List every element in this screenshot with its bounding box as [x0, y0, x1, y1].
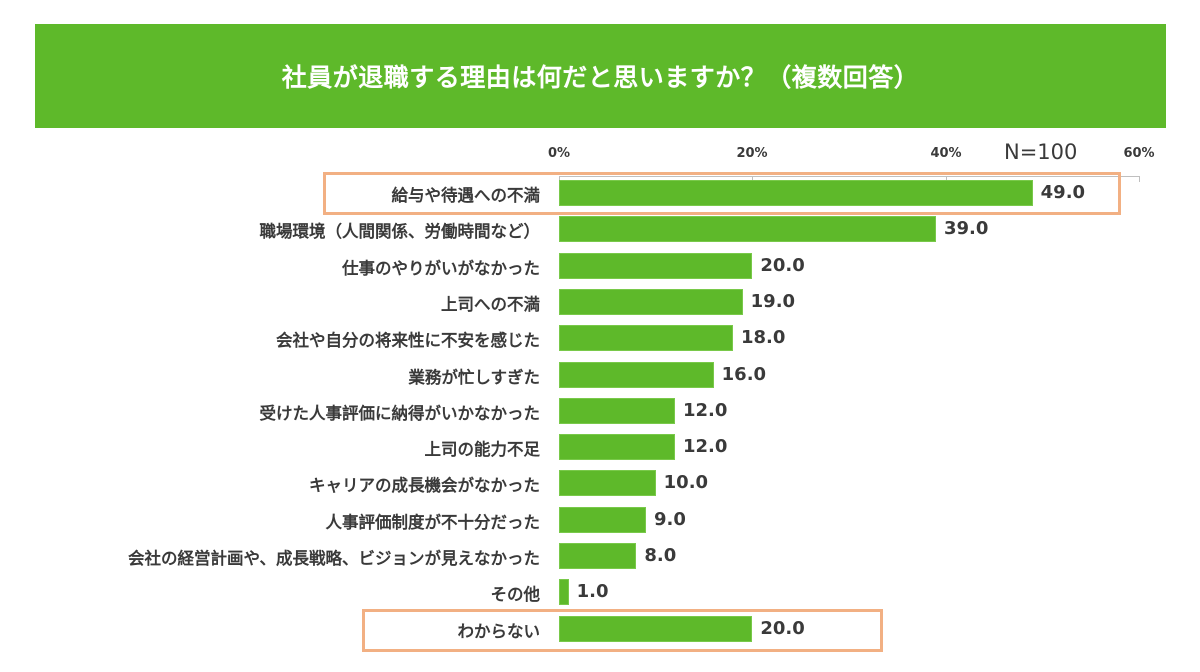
- category-label: 仕事のやりがいがなかった: [342, 258, 540, 278]
- category-label: 受けた人事評価に納得がいかなかった: [259, 403, 541, 423]
- category-label: 上司への不満: [441, 294, 540, 314]
- value-label: 18.0: [741, 327, 786, 349]
- bar: [559, 579, 569, 606]
- value-label: 49.0: [1040, 182, 1086, 203]
- bar: [559, 397, 675, 424]
- value-label: 20.0: [760, 617, 805, 639]
- category-label: 上司の能力不足: [424, 440, 541, 460]
- category-label: 会社や自分の将来性に不安を感じた: [276, 331, 540, 351]
- x-axis-line: [559, 176, 1139, 177]
- x-tick-mark: [559, 176, 560, 182]
- value-label: 1.0: [576, 581, 609, 603]
- bar: [559, 216, 936, 243]
- bar-row: 人事評価制度が不十分だった 9.0: [0, 504, 1200, 540]
- x-tick-mark: [752, 176, 753, 182]
- category-label: 業務が忙しすぎた: [408, 367, 540, 387]
- bar: [559, 288, 743, 315]
- bar-row: 会社や自分の将来性に不安を感じた 18.0: [0, 322, 1200, 358]
- value-label: 16.0: [721, 363, 767, 385]
- value-label: 12.0: [683, 436, 728, 458]
- highlight-box-bottom: [362, 609, 883, 652]
- x-tick-20: 20%: [736, 146, 768, 161]
- title-banner: 社員が退職する理由は何だと思いますか？（複数回答）: [35, 24, 1166, 128]
- category-label: キャリアの成長機会がなかった: [309, 476, 540, 496]
- bar-row: 業務が忙しすぎた 16.0: [0, 359, 1200, 395]
- bar-row: 仕事のやりがいがなかった 20.0: [0, 250, 1200, 286]
- x-tick-mark: [1139, 176, 1140, 182]
- bar: [559, 325, 733, 352]
- chart-title: 社員が退職する理由は何だと思いますか？（複数回答）: [281, 63, 920, 92]
- value-label: 39.0: [944, 218, 989, 240]
- bar: [559, 543, 637, 569]
- bar-row: キャリアの成長機会がなかった 10.0: [0, 467, 1200, 503]
- x-tick-40: 40%: [930, 146, 962, 161]
- bar: [559, 180, 1033, 206]
- bar: [559, 615, 753, 642]
- bar: [559, 361, 714, 388]
- bar-row: 上司への不満 19.0: [0, 286, 1200, 322]
- bar-row: その他 1.0: [0, 576, 1200, 612]
- category-label: わからない: [457, 621, 541, 641]
- category-label: その他: [490, 585, 541, 605]
- bar-row: わからない 20.0: [0, 613, 1200, 649]
- bar: [559, 434, 675, 461]
- value-label: 9.0: [654, 508, 686, 530]
- bar-row: 受けた人事評価に納得がいかなかった 12.0: [0, 395, 1200, 431]
- sample-size-label: N=100: [1004, 140, 1078, 164]
- x-tick-60: 60%: [1123, 146, 1155, 161]
- bar: [559, 252, 753, 279]
- category-label: 給与や待遇への不満: [391, 186, 541, 205]
- bar-row: 上司の能力不足 12.0: [0, 431, 1200, 467]
- bar-row: 職場環境（人間関係、労働時間など） 39.0: [0, 213, 1200, 249]
- category-label: 会社の経営計画や、成長戦略、ビジョンが見えなかった: [127, 549, 540, 568]
- value-label: 12.0: [683, 399, 728, 421]
- bar: [559, 470, 656, 497]
- value-label: 8.0: [644, 545, 677, 566]
- highlight-box-top: [323, 172, 1121, 215]
- x-tick-0: 0%: [547, 146, 571, 161]
- bar-row: 会社の経営計画や、成長戦略、ビジョンが見えなかった 8.0: [0, 540, 1200, 576]
- bar-row: 給与や待遇への不満 49.0: [0, 177, 1200, 213]
- bar: [559, 506, 646, 533]
- category-label: 職場環境（人間関係、労働時間など）: [259, 222, 541, 242]
- value-label: 19.0: [750, 290, 796, 312]
- value-label: 20.0: [760, 254, 805, 276]
- category-label: 人事評価制度が不十分だった: [325, 512, 541, 532]
- x-tick-mark: [946, 176, 947, 182]
- value-label: 10.0: [663, 472, 709, 494]
